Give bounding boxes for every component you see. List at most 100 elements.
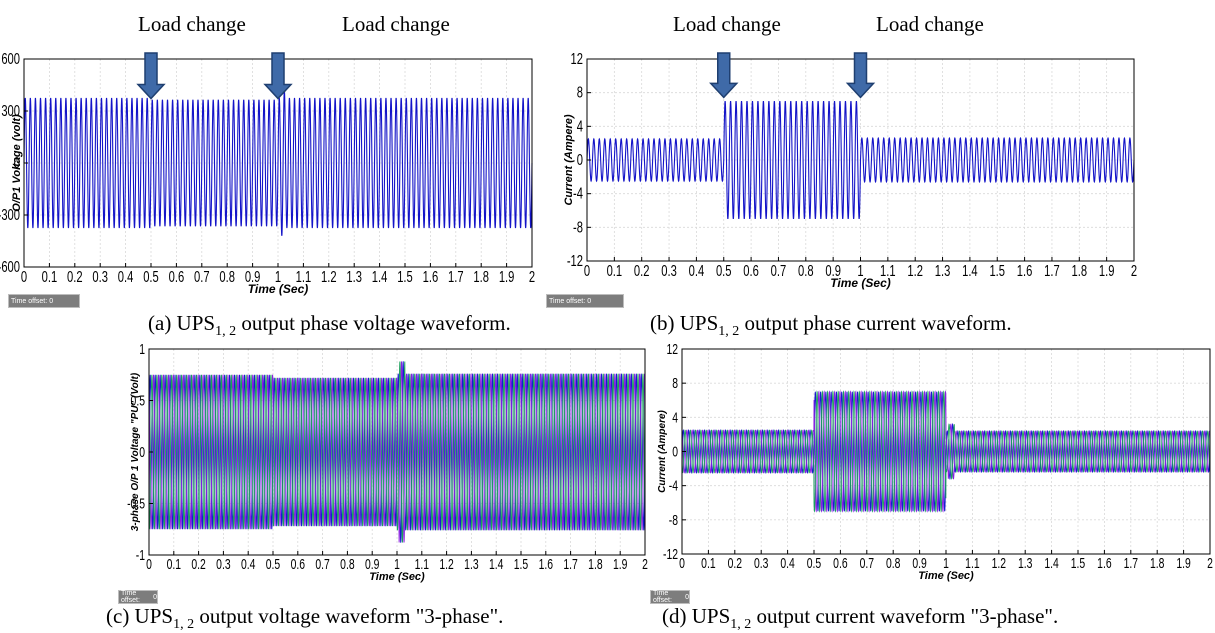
xtick-label-d-10: 1: [943, 554, 949, 571]
ytick-label-a-2: 0: [14, 153, 20, 172]
xtick-label-a-16: 1.6: [423, 267, 439, 286]
load-change-label-b2: Load change: [876, 12, 984, 36]
xtick-label-a-7: 0.7: [194, 267, 210, 286]
xtick-label-c-6: 0.6: [291, 555, 305, 572]
xtick-label-c-9: 0.9: [365, 555, 379, 572]
caption-c: (c) UPS1, 2 output voltage waveform "3-p…: [106, 604, 503, 633]
xtick-label-b-3: 0.3: [661, 261, 677, 280]
ytick-label-d-2: -4: [669, 477, 678, 494]
xtick-label-c-15: 1.5: [514, 555, 528, 572]
xtick-label-d-19: 1.9: [1176, 554, 1190, 571]
caption-c-prefix: (c) UPS: [106, 604, 174, 628]
xtick-label-b-6: 0.6: [743, 261, 759, 280]
ytick-label-b-4: 4: [577, 116, 583, 135]
series-d-phase-2: [681, 390, 1211, 513]
chart-d: 0 0.1 0.2 0.3 0.4 0.5 0.6 0.7 0.8 0.9 1 1.1 1.2 1.3 1.…: [657, 340, 1213, 582]
time-offset-b-value: 0: [587, 297, 592, 305]
ytick-label-b-3: 0: [577, 150, 583, 169]
xtick-label-a-4: 0.4: [118, 267, 134, 286]
caption-b: (b) UPS1, 2 output phase current wavefor…: [650, 311, 1012, 340]
xtick-label-d-3: 0.3: [754, 554, 768, 571]
caption-b-sub: 1, 2: [718, 324, 740, 340]
caption-b-suffix: output phase current waveform.: [739, 311, 1012, 335]
xtick-label-d-14: 1.4: [1044, 554, 1058, 571]
xtick-label-c-20: 2: [642, 555, 648, 572]
xtick-label-d-7: 0.7: [860, 554, 874, 571]
xtick-label-d-9: 0.9: [912, 554, 926, 571]
ytick-label-d-5: 8: [672, 374, 678, 391]
load-change-arrow-a-2: [263, 52, 293, 100]
xtick-label-a-13: 1.3: [346, 267, 362, 286]
xtick-label-c-0: 0: [146, 555, 152, 572]
chart-a: 0 0.1 0.2 0.3 0.4 0.5 0.6 0.7 0.8 0.9 1 1.1 1.2 1.3 1.…: [0, 49, 535, 296]
xtick-label-d-13: 1.3: [1018, 554, 1032, 571]
xtick-label-a-0: 0: [21, 267, 27, 286]
xtick-label-a-12: 1.2: [321, 267, 337, 286]
xlabel-b: Time (Sec): [830, 276, 890, 290]
load-change-label-b1: Load change: [673, 12, 781, 36]
time-offset-a-label: Time offset:: [11, 297, 48, 305]
load-change-label-a2: Load change: [342, 12, 450, 36]
series-d-phase-1: [681, 391, 1211, 512]
xtick-label-a-18: 1.8: [473, 267, 489, 286]
xtick-label-c-5: 0.5: [266, 555, 280, 572]
xtick-label-b-17: 1.7: [1044, 261, 1060, 280]
xlabel-c: Time (Sec): [369, 571, 425, 583]
load-change-arrow-b-2: [845, 52, 876, 99]
ytick-label-c-0: -1: [136, 546, 145, 563]
caption-c-suffix: output voltage waveform "3-phase".: [194, 604, 504, 628]
xtick-label-a-19: 1.9: [499, 267, 515, 286]
caption-d-sub: 1, 2: [730, 617, 752, 633]
xtick-label-d-8: 0.8: [886, 554, 900, 571]
ytick-label-d-1: -8: [669, 511, 678, 528]
caption-a: (a) UPS1, 2 output phase voltage wavefor…: [148, 311, 511, 340]
xtick-label-b-2: 0.2: [634, 261, 650, 280]
time-offset-a: Time offset: 0: [8, 294, 80, 308]
ytick-label-a-3: 300: [1, 101, 20, 120]
load-change-arrow-b-1: [709, 52, 739, 99]
xtick-label-a-1: 0.1: [42, 267, 58, 286]
xtick-label-b-1: 0.1: [607, 261, 623, 280]
xtick-label-a-15: 1.5: [397, 267, 413, 286]
chart-b: 0 0.1 0.2 0.3 0.4 0.5 0.6 0.7 0.8 0.9 1 1.1 1.2 1.3 1.…: [563, 49, 1137, 290]
xtick-label-b-12: 1.2: [907, 261, 923, 280]
xtick-label-c-11: 1.1: [415, 555, 429, 572]
xtick-label-d-17: 1.7: [1124, 554, 1138, 571]
xtick-label-d-1: 0.1: [701, 554, 715, 571]
xtick-label-d-16: 1.6: [1097, 554, 1111, 571]
xtick-label-a-14: 1.4: [372, 267, 388, 286]
xtick-label-c-1: 0.1: [167, 555, 181, 572]
ytick-label-d-3: 0: [672, 443, 678, 460]
ytick-label-c-2: 0: [139, 443, 145, 460]
time-offset-b: Time offset: 0: [546, 294, 624, 308]
xtick-label-b-19: 1.9: [1099, 261, 1115, 280]
caption-a-suffix: output phase voltage waveform.: [236, 311, 511, 335]
xtick-label-b-0: 0: [584, 261, 590, 280]
xtick-label-d-11: 1.1: [965, 554, 979, 571]
time-offset-c-value: 0: [153, 593, 157, 601]
ytick-label-a-0: -600: [0, 257, 20, 276]
xtick-label-c-14: 1.4: [489, 555, 503, 572]
series-c-phase-1: [148, 361, 646, 543]
xtick-label-a-17: 1.7: [448, 267, 464, 286]
xtick-label-c-13: 1.3: [464, 555, 478, 572]
ytick-label-b-0: -12: [567, 251, 583, 270]
xtick-label-c-2: 0.2: [191, 555, 205, 572]
ytick-label-c-1: -0.5: [127, 495, 145, 512]
ytick-label-a-1: -300: [0, 205, 20, 224]
caption-a-sub: 1, 2: [215, 324, 237, 340]
series-c-phase-2: [148, 361, 646, 543]
xtick-label-a-2: 0.2: [67, 267, 83, 286]
load-change-label-a1: Load change: [138, 12, 246, 36]
ytick-label-d-0: -12: [663, 545, 678, 562]
xtick-label-d-0: 0: [679, 554, 685, 571]
xtick-label-a-8: 0.8: [219, 267, 235, 286]
xtick-label-d-6: 0.6: [833, 554, 847, 571]
xtick-label-a-11: 1.1: [296, 267, 312, 286]
ytick-label-b-1: -8: [573, 217, 583, 236]
xtick-label-b-15: 1.5: [989, 261, 1005, 280]
xlabel-d: Time (Sec): [918, 570, 974, 582]
xtick-label-a-20: 2: [529, 267, 535, 286]
caption-a-prefix: (a) UPS: [148, 311, 216, 335]
caption-d: (d) UPS1, 2 output current waveform "3-p…: [662, 604, 1058, 633]
